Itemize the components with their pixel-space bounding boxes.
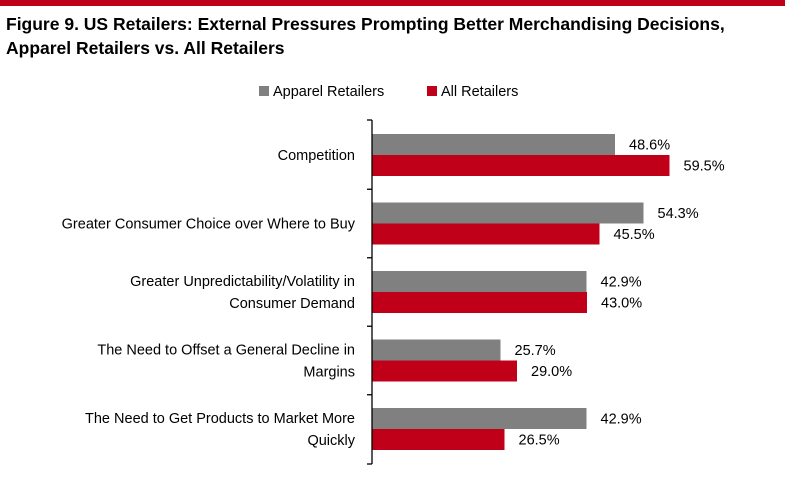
bar-all-2: [372, 223, 600, 245]
bar-all-5: [372, 429, 505, 450]
legend-apparel-label: Apparel Retailers: [273, 84, 384, 100]
value-label-apparel-3: 42.9%: [601, 275, 642, 291]
figure-title-line-1: Figure 9. US Retailers: External Pressur…: [6, 14, 725, 34]
category-label-3-line-2: Consumer Demand: [229, 296, 355, 312]
category-label-5-line-2: Quickly: [307, 433, 355, 449]
category-label-5-line-1: The Need to Get Products to Market More: [85, 411, 355, 427]
bar-apparel-2: [372, 202, 644, 224]
value-label-all-5: 26.5%: [519, 433, 560, 449]
bar-all-1: [372, 155, 670, 176]
category-label-2: Greater Consumer Choice over Where to Bu…: [62, 217, 356, 233]
title-rule: [0, 0, 785, 6]
value-label-apparel-2: 54.3%: [658, 206, 699, 222]
category-label-3-line-1: Greater Unpredictability/Volatility in: [130, 274, 355, 290]
value-label-all-3: 43.0%: [601, 296, 642, 312]
category-label-4-line-2: Margins: [303, 365, 355, 381]
bar-apparel-1: [372, 134, 615, 155]
figure-title-line-2: Apparel Retailers vs. All Retailers: [6, 38, 285, 58]
bar-apparel-3: [372, 271, 587, 292]
bar-apparel-5: [372, 408, 587, 429]
legend-apparel-swatch: [259, 86, 269, 96]
bar-apparel-4: [372, 339, 501, 361]
legend-all-label: All Retailers: [441, 84, 518, 100]
figure-title: Figure 9. US Retailers: External Pressur…: [6, 12, 781, 60]
bar-all-3: [372, 292, 587, 313]
value-label-all-4: 29.0%: [531, 364, 572, 380]
value-label-all-2: 45.5%: [614, 227, 655, 243]
value-label-apparel-1: 48.6%: [629, 138, 670, 154]
legend-all-swatch: [427, 86, 437, 96]
category-label-1: Competition: [278, 148, 355, 164]
value-label-all-1: 59.5%: [684, 159, 725, 175]
value-label-apparel-4: 25.7%: [515, 343, 556, 359]
value-label-apparel-5: 42.9%: [601, 412, 642, 428]
bar-all-4: [372, 360, 517, 382]
category-label-4-line-1: The Need to Offset a General Decline in: [97, 343, 355, 359]
